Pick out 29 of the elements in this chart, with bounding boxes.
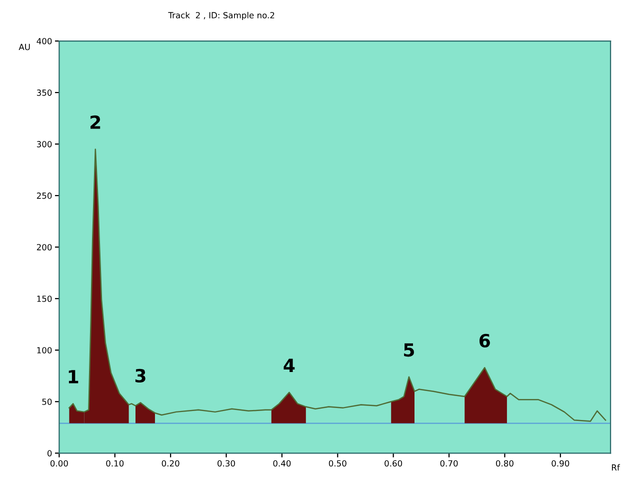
x-tick-label: 0.60 (384, 460, 402, 467)
x-tick-label: 0.40 (273, 460, 291, 467)
chart-title: Track 2 , ID: Sample no.2 (168, 12, 274, 20)
annotation: 4 (284, 358, 295, 372)
y-tick-label: 50 (42, 398, 52, 405)
x-tick-label: 0.90 (552, 460, 570, 467)
line-series (68, 148, 606, 422)
x-tick-label: 0.30 (218, 460, 235, 467)
annotation: 1 (68, 370, 78, 384)
annotation: 2 (90, 115, 100, 129)
x-tick-label: 0.20 (162, 460, 180, 467)
annotation: 5 (404, 343, 414, 357)
x-axis-title: Rf (612, 464, 620, 470)
y-tick-label: 150 (37, 296, 52, 302)
y-tick-label: 300 (36, 141, 52, 148)
x-tick-label: 0.50 (328, 460, 346, 467)
x-tick-label: 0.10 (106, 460, 124, 467)
x-tick-label: 0.80 (496, 460, 514, 467)
y-tick-label: 350 (36, 90, 52, 96)
x-tick-label: 0.70 (440, 460, 458, 467)
y-tick-label: 200 (36, 244, 52, 250)
annotation: 3 (135, 368, 146, 382)
y-tick-label: 0 (47, 450, 52, 456)
y-tick-label: 400 (36, 38, 52, 44)
y-tick-label: 250 (36, 192, 52, 199)
y-tick-label: 100 (37, 347, 52, 354)
x-tick-label: 0.00 (50, 460, 68, 467)
annotation: 6 (480, 334, 490, 348)
y-axis-title: AU (18, 44, 30, 50)
